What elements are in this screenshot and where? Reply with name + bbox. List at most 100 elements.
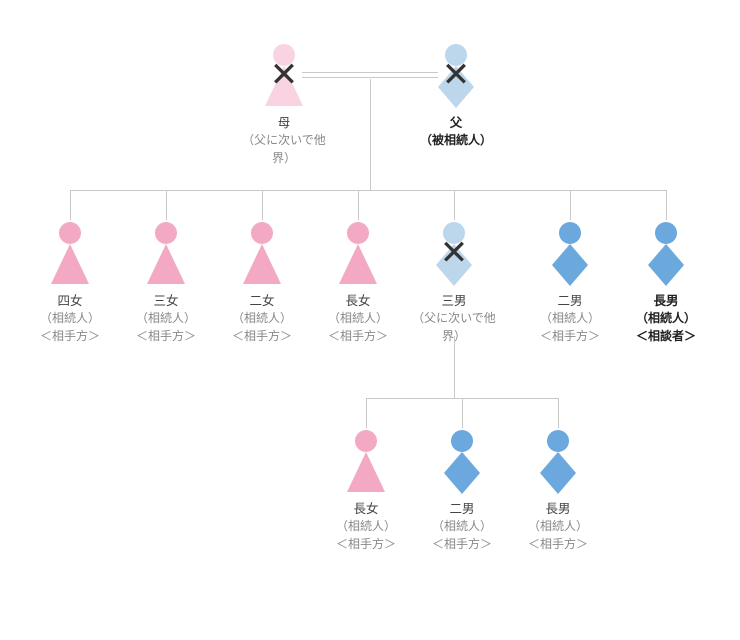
person-role: （相続人） [310,310,406,327]
person-gs2: 二男（相続人）＜相手方＞ [414,430,510,553]
person-role: （相続人） [214,310,310,327]
body-shape [339,244,377,284]
person-title: 三女 [118,292,214,310]
connector-h [70,190,666,191]
person-side: ＜相手方＞ [310,328,406,345]
male-icon [536,430,580,492]
connector-v [370,79,371,190]
female-icon [344,430,388,492]
person-s3: ✕ 三男（父に次いで他界） [406,222,502,345]
connector-v [462,398,463,428]
head-shape [59,222,81,244]
person-role: （父に次いで他界） [236,132,332,167]
female-icon [240,222,284,284]
person-s1: 長男（相続人）＜相談者＞ [618,222,714,345]
head-shape [451,430,473,452]
connector-v [454,336,455,398]
person-side: ＜相手方＞ [318,536,414,553]
person-role: （相続人） [522,310,618,327]
head-shape [559,222,581,244]
female-icon: ✕ [262,44,306,106]
person-labels: 三女（相続人）＜相手方＞ [118,292,214,345]
connector-v [70,190,71,220]
male-icon [644,222,688,284]
person-side: ＜相手方＞ [414,536,510,553]
head-shape [355,430,377,452]
person-labels: 四女（相続人）＜相手方＞ [22,292,118,345]
male-icon [440,430,484,492]
person-role: （相続人） [414,518,510,535]
head-shape [251,222,273,244]
female-icon [48,222,92,284]
connector-v [166,190,167,220]
connector-v [570,190,571,220]
connector-v [666,190,667,220]
person-title: 母 [236,114,332,132]
person-labels: 長女（相続人）＜相手方＞ [318,500,414,553]
person-d4: 四女（相続人）＜相手方＞ [22,222,118,345]
person-gs1: 長男（相続人）＜相手方＞ [510,430,606,553]
person-side: ＜相手方＞ [522,328,618,345]
person-title: 二男 [522,292,618,310]
head-shape [155,222,177,244]
body-shape [347,452,385,492]
body-shape [538,452,578,499]
head-shape [347,222,369,244]
female-icon [336,222,380,284]
person-title: 二女 [214,292,310,310]
person-title: 長男 [618,292,714,310]
person-title: 父 [408,114,504,132]
person-d1: 長女（相続人）＜相手方＞ [310,222,406,345]
person-role: （相続人） [618,310,714,327]
deceased-cross-icon: ✕ [442,58,471,92]
person-labels: 二男（相続人）＜相手方＞ [522,292,618,345]
female-icon [144,222,188,284]
male-icon [548,222,592,284]
male-icon: ✕ [434,44,478,106]
person-role: （被相続人） [408,132,504,149]
person-title: 長女 [310,292,406,310]
person-labels: 二男（相続人）＜相手方＞ [414,500,510,553]
person-role: （父に次いで他界） [406,310,502,345]
male-icon: ✕ [432,222,476,284]
body-shape [51,244,89,284]
body-shape [550,244,590,291]
person-side: ＜相手方＞ [510,536,606,553]
person-father: ✕ 父（被相続人） [408,44,504,150]
person-side: ＜相手方＞ [118,328,214,345]
connector-v [454,190,455,220]
person-labels: 父（被相続人） [408,114,504,150]
head-shape [547,430,569,452]
person-d2: 二女（相続人）＜相手方＞ [214,222,310,345]
body-shape [147,244,185,284]
person-labels: 長女（相続人）＜相手方＞ [310,292,406,345]
person-role: （相続人） [22,310,118,327]
person-title: 二男 [414,500,510,518]
connector-v [558,398,559,428]
person-side: ＜相手方＞ [22,328,118,345]
person-s2: 二男（相続人）＜相手方＞ [522,222,618,345]
head-shape [655,222,677,244]
person-title: 長女 [318,500,414,518]
connector-v [358,190,359,220]
person-role: （相続人） [118,310,214,327]
person-role: （相続人） [318,518,414,535]
person-title: 長男 [510,500,606,518]
person-role: （相続人） [510,518,606,535]
person-labels: 母（父に次いで他界） [236,114,332,167]
person-title: 四女 [22,292,118,310]
body-shape [442,452,482,499]
body-shape [243,244,281,284]
person-gd1: 長女（相続人）＜相手方＞ [318,430,414,553]
person-mother: ✕ 母（父に次いで他界） [236,44,332,167]
person-title: 三男 [406,292,502,310]
person-side: ＜相手方＞ [214,328,310,345]
person-labels: 二女（相続人）＜相手方＞ [214,292,310,345]
connector-v [366,398,367,428]
connector-v [262,190,263,220]
person-labels: 長男（相続人）＜相談者＞ [618,292,714,345]
body-shape [646,244,686,291]
person-d3: 三女（相続人）＜相手方＞ [118,222,214,345]
deceased-cross-icon: ✕ [270,58,299,92]
person-side: ＜相談者＞ [618,328,714,345]
